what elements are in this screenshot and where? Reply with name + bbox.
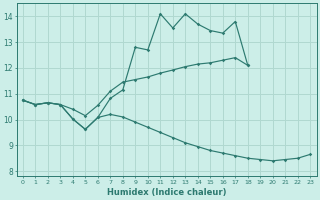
X-axis label: Humidex (Indice chaleur): Humidex (Indice chaleur) [107,188,226,197]
